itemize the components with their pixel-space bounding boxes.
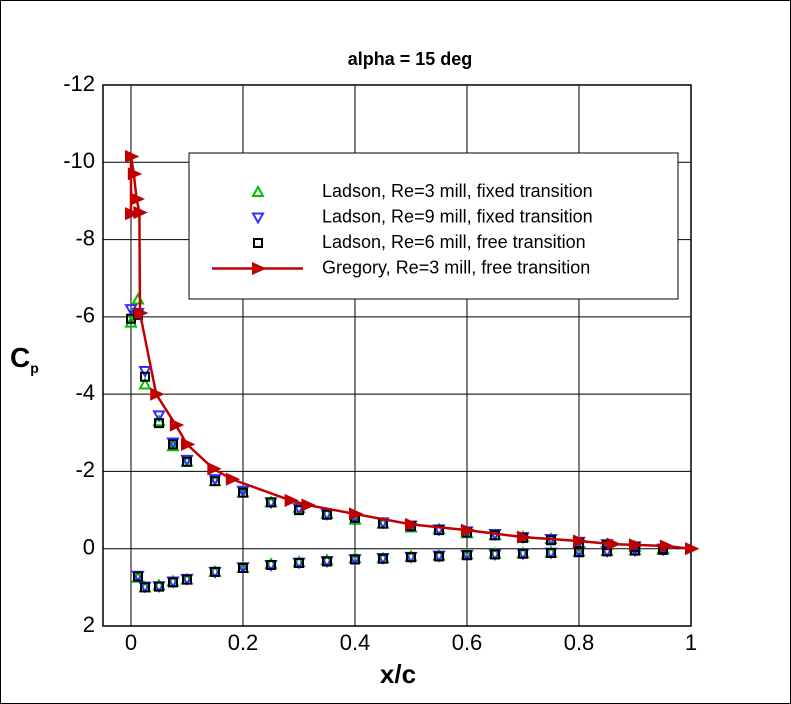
marker (133, 571, 143, 582)
marker (284, 493, 300, 507)
marker (180, 454, 194, 467)
marker (606, 537, 622, 551)
marker (182, 574, 192, 585)
marker (405, 517, 420, 531)
x-tick-label: 0.4 (340, 630, 371, 655)
marker (154, 418, 164, 429)
marker (154, 581, 164, 592)
marker (266, 559, 276, 570)
marker (168, 439, 178, 450)
series-line (129, 156, 692, 550)
x-tick-label: 1 (685, 630, 697, 655)
y-tick-label: -10 (63, 148, 95, 173)
x-tick-label: 0.6 (452, 630, 483, 655)
marker (150, 387, 165, 401)
marker (169, 418, 185, 432)
marker (166, 439, 180, 452)
y-tick-label: -12 (63, 71, 95, 96)
marker (434, 551, 444, 562)
marker (518, 548, 528, 559)
marker (629, 538, 644, 552)
y-tick-label: 2 (83, 612, 95, 637)
marker (138, 377, 152, 390)
marker (659, 539, 675, 553)
marker (349, 507, 364, 521)
marker (462, 550, 472, 561)
marker (573, 534, 588, 548)
legend-label: Ladson, Re=9 mill, fixed transition (322, 206, 593, 226)
marker (236, 485, 250, 498)
marker (490, 530, 500, 541)
marker (238, 563, 248, 574)
marker (266, 497, 276, 508)
legend-label: Ladson, Re=3 mill, fixed transition (322, 181, 593, 201)
marker (166, 437, 180, 450)
y-tick-label: -2 (75, 457, 95, 482)
marker (168, 577, 178, 588)
marker (130, 192, 146, 206)
marker (517, 530, 532, 544)
chart-title: alpha = 15 deg (348, 49, 473, 69)
x-tick-label: 0.8 (564, 630, 595, 655)
marker (126, 313, 136, 324)
legend-label: Ladson, Re=6 mill, free transition (322, 232, 586, 252)
marker (322, 509, 332, 520)
y-label-sub: p (30, 360, 39, 376)
y-label-main: C (10, 342, 30, 373)
legend-marker (251, 184, 265, 197)
legend-marker (251, 212, 265, 225)
marker (133, 306, 149, 320)
marker (685, 542, 700, 556)
marker (490, 549, 500, 560)
marker (152, 414, 166, 427)
legend-marker (252, 261, 267, 276)
marker (378, 553, 388, 564)
marker (181, 437, 196, 451)
marker (125, 207, 140, 221)
legend-box (188, 152, 679, 300)
marker (140, 371, 150, 382)
y-tick-label: -8 (75, 225, 95, 250)
legend-label: Gregory, Re=3 mill, free transition (322, 257, 590, 277)
marker (208, 474, 222, 487)
marker (125, 149, 140, 164)
legend-marker (253, 238, 263, 248)
marker (322, 556, 332, 567)
x-tick-label: 0 (125, 630, 137, 655)
marker (138, 365, 152, 379)
x-tick-label: 0.2 (228, 630, 259, 655)
marker (210, 476, 220, 487)
marker (210, 566, 220, 577)
y-tick-label: 0 (83, 535, 95, 560)
x-axis-label: x/c (380, 659, 416, 689)
marker (133, 205, 148, 220)
marker (225, 472, 241, 486)
marker (294, 505, 304, 516)
marker (182, 456, 192, 467)
marker (574, 547, 584, 558)
marker (546, 547, 556, 558)
marker (152, 410, 166, 423)
marker (350, 554, 360, 565)
marker (140, 582, 150, 593)
marker (406, 552, 416, 563)
y-tick-label: -6 (75, 303, 95, 328)
marker (546, 535, 556, 546)
y-tick-label: -4 (75, 380, 95, 405)
y-axis-label: Cp (10, 342, 39, 375)
marker (238, 487, 248, 498)
plot-area (102, 84, 692, 627)
marker (127, 167, 143, 181)
marker (461, 523, 476, 537)
marker (207, 462, 222, 476)
marker (301, 498, 316, 512)
marker (294, 558, 304, 569)
